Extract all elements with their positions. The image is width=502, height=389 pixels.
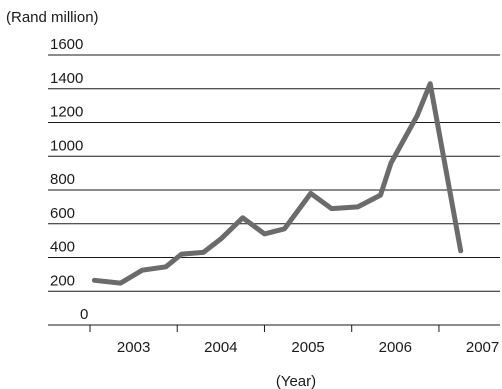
y-tick-label: 1200	[50, 104, 83, 121]
y-tick-label: 800	[50, 171, 75, 188]
y-tick-label: 1000	[50, 137, 83, 154]
y-tick-label: 1400	[50, 70, 83, 87]
x-tick-label: 2005	[291, 339, 324, 356]
y-tick-labels: 0 200 400 600 800 1000 1200 1400 1600	[50, 36, 88, 323]
y-tick-label: 400	[50, 239, 75, 256]
series-line	[91, 81, 464, 286]
series-layer	[91, 81, 464, 286]
y-tick-label: 0	[80, 306, 88, 323]
y-tick-label: 1600	[50, 36, 83, 53]
y-tick-label: 600	[50, 205, 75, 222]
x-axis: 2003 2004 2005 2006 2007	[89, 325, 499, 356]
x-tick-label: 2003	[117, 339, 150, 356]
gridlines	[48, 54, 500, 326]
x-axis-label: (Year)	[276, 373, 316, 389]
x-tick-label: 2007	[466, 339, 499, 356]
y-tick-label: 200	[50, 272, 75, 289]
x-tick-label: 2004	[204, 339, 237, 356]
y-axis-label: (Rand million)	[6, 9, 99, 26]
x-tick-label: 2006	[379, 339, 412, 356]
